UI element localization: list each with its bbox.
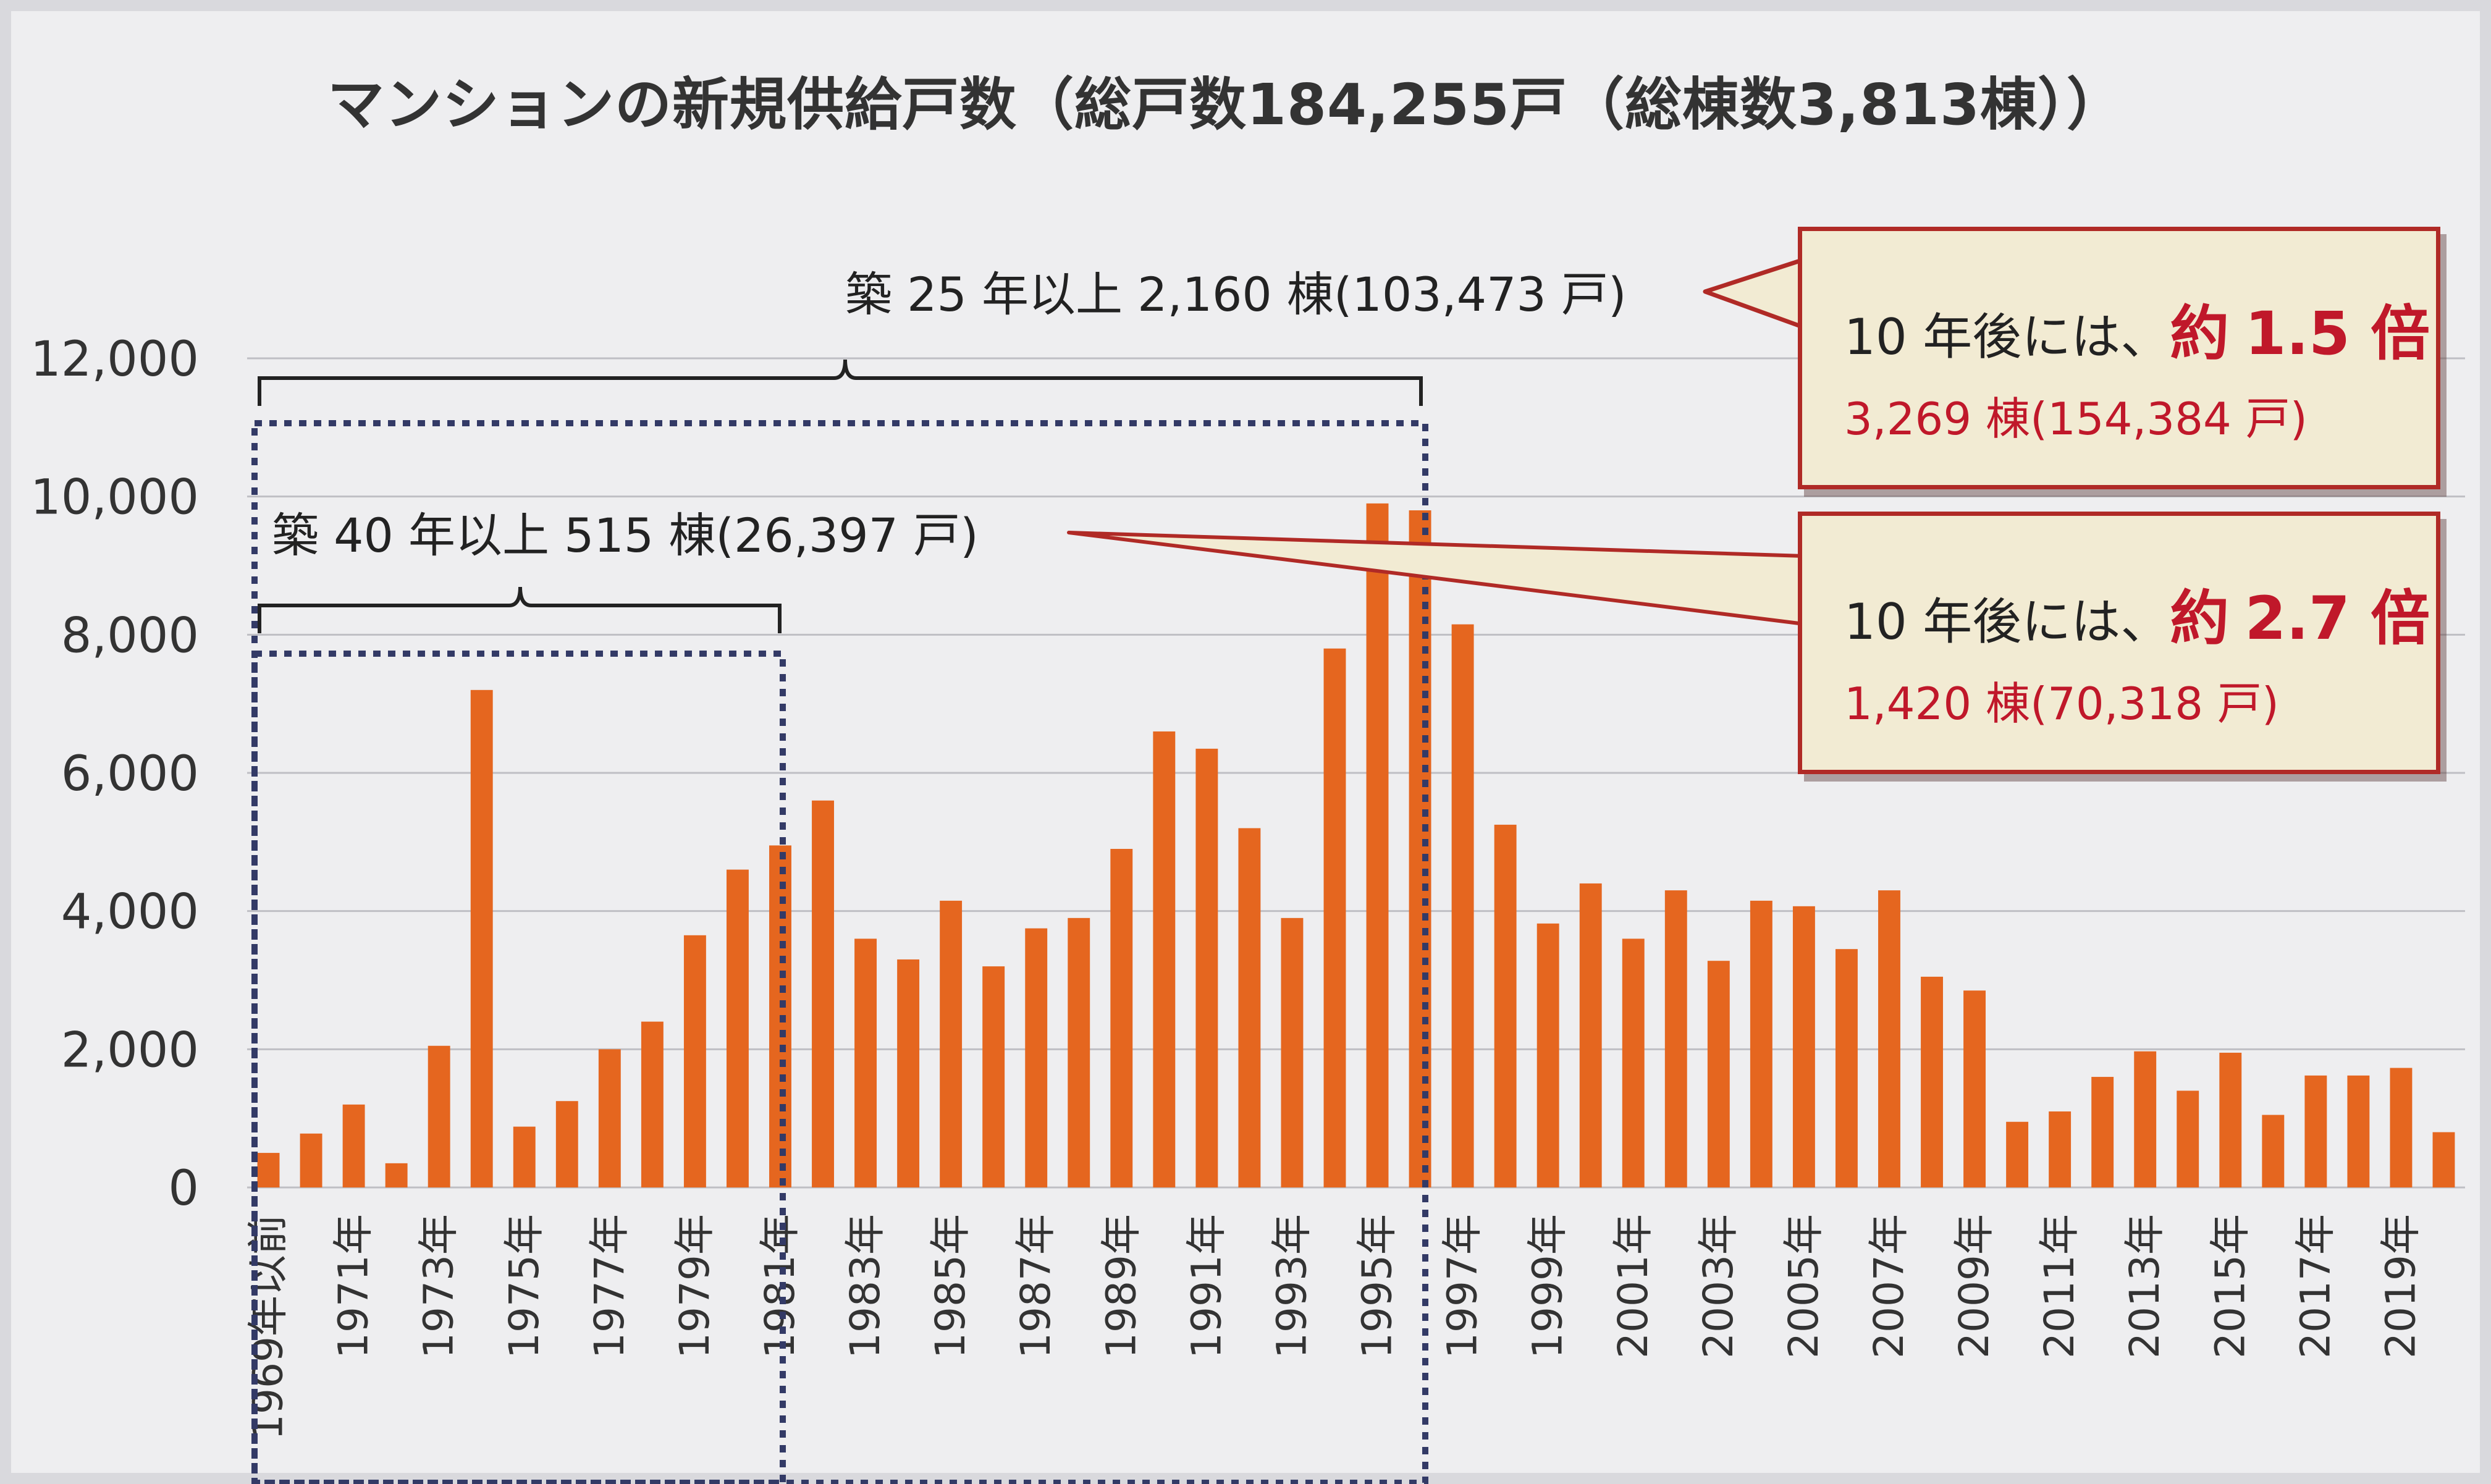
y-tick-label: 2,000	[61, 1022, 199, 1078]
bar	[2432, 1132, 2455, 1187]
x-tick-label: 2003年	[1695, 1214, 1742, 1359]
bar	[598, 1049, 621, 1187]
x-tick-label: 1975年	[500, 1214, 548, 1359]
bar	[940, 900, 963, 1187]
y-tick-label: 12,000	[30, 332, 199, 387]
x-tick-label: 1979年	[671, 1214, 719, 1359]
x-tick-label: 2015年	[2206, 1214, 2254, 1359]
x-tick-label: 1987年	[1012, 1214, 1060, 1359]
bar	[1750, 900, 1772, 1187]
callout-40-years-line2: 1,420 棟(70,318 戸)	[1844, 678, 2280, 730]
bar	[1409, 510, 1431, 1187]
bar	[1195, 748, 1218, 1187]
x-tick-label: 1969年以前	[245, 1214, 292, 1440]
x-tick-label: 1997年	[1439, 1214, 1486, 1359]
over-40-years-brace	[258, 586, 782, 633]
bar	[2304, 1075, 2327, 1187]
y-tick-label: 6,000	[61, 746, 199, 802]
x-tick-label: 1991年	[1182, 1214, 1230, 1359]
bar	[1664, 890, 1687, 1187]
y-tick-label: 8,000	[61, 608, 199, 664]
bar	[641, 1021, 664, 1187]
callout-40-years-line1: 10 年後には、約 2.7 倍	[1844, 584, 2430, 653]
over-25-years-box	[251, 420, 1428, 1484]
bar	[1153, 731, 1176, 1187]
bar	[385, 1163, 408, 1187]
x-tick-label: 2013年	[2121, 1214, 2169, 1359]
over-25-years-brace	[258, 359, 1423, 406]
bar	[300, 1133, 322, 1187]
x-tick-label: 2011年	[2036, 1214, 2083, 1359]
y-tick-label: 10,000	[30, 470, 199, 526]
callout-25-years: 10 年後には、約 1.5 倍 3,269 棟(154,384 戸)	[1798, 227, 2440, 489]
bar	[1494, 824, 1517, 1187]
x-tick-label: 1977年	[586, 1214, 633, 1359]
bar	[1921, 976, 1943, 1187]
bar	[1366, 503, 1389, 1187]
x-tick-label: 1999年	[1524, 1214, 1572, 1359]
x-tick-label: 2005年	[1780, 1214, 1827, 1359]
bar	[1068, 917, 1090, 1187]
bar	[982, 966, 1005, 1187]
bar	[1323, 648, 1346, 1187]
bar	[897, 959, 920, 1187]
bar	[555, 1101, 578, 1187]
x-tick-label: 2001年	[1609, 1214, 1657, 1359]
bar	[854, 938, 877, 1187]
bar	[812, 800, 834, 1187]
callout-25-years-pointer	[1703, 257, 1806, 330]
bar	[2091, 1077, 2114, 1187]
bar	[726, 869, 749, 1187]
bar	[342, 1104, 365, 1187]
x-tick-label: 1995年	[1354, 1214, 1401, 1359]
bar	[2347, 1075, 2370, 1187]
bar	[2390, 1068, 2413, 1187]
bar	[257, 1153, 280, 1187]
bar	[1025, 928, 1048, 1187]
bar	[1835, 949, 1858, 1187]
bar	[1451, 624, 1474, 1187]
y-tick-label: 0	[168, 1161, 199, 1216]
bar	[1579, 883, 1602, 1187]
x-tick-label: 1989年	[1097, 1214, 1145, 1359]
over-25-years-annotation: 築 25 年以上 2,160 棟(103,473 戸)	[845, 267, 1627, 322]
callout-40-years: 10 年後には、約 2.7 倍 1,420 棟(70,318 戸)	[1798, 512, 2440, 774]
over-40-years-annotation: 築 40 年以上 515 棟(26,397 戸)	[272, 508, 979, 563]
x-tick-label: 2009年	[1950, 1214, 1998, 1359]
bar	[1792, 906, 1815, 1187]
bar	[1878, 890, 1900, 1187]
over-40-years-box	[251, 651, 786, 1484]
x-tick-label: 1985年	[927, 1214, 974, 1359]
callout-40-years-pointer	[1067, 531, 1806, 626]
bar	[1110, 849, 1133, 1187]
bar	[2177, 1090, 2199, 1187]
bar	[2134, 1051, 2157, 1187]
bar	[2006, 1121, 2029, 1187]
bar	[428, 1045, 450, 1187]
bar	[470, 689, 493, 1187]
callout-25-years-line1: 10 年後には、約 1.5 倍	[1844, 299, 2430, 368]
x-tick-label: 1973年	[415, 1214, 463, 1359]
bar	[1707, 961, 1730, 1187]
callout-25-years-line2: 3,269 棟(154,384 戸)	[1844, 393, 2308, 445]
bar	[1536, 923, 1559, 1187]
bar	[1622, 938, 1645, 1187]
bar	[2219, 1052, 2242, 1187]
chart-title: マンションの新規供給戸数（総戸数184,255戸（総棟数3,813棟））	[327, 72, 2125, 138]
bar	[1238, 828, 1261, 1187]
bar	[1281, 917, 1304, 1187]
x-tick-label: 1993年	[1268, 1214, 1315, 1359]
bar	[2262, 1115, 2285, 1187]
x-tick-label: 2017年	[2291, 1214, 2339, 1359]
y-tick-label: 4,000	[61, 885, 199, 940]
x-tick-label: 2019年	[2377, 1214, 2424, 1359]
bar	[513, 1126, 536, 1187]
bar	[683, 935, 706, 1187]
bar	[2049, 1111, 2072, 1187]
bar	[1963, 990, 1986, 1187]
x-tick-label: 2007年	[1865, 1214, 1913, 1359]
x-tick-label: 1971年	[330, 1214, 377, 1359]
x-tick-label: 1983年	[841, 1214, 889, 1359]
